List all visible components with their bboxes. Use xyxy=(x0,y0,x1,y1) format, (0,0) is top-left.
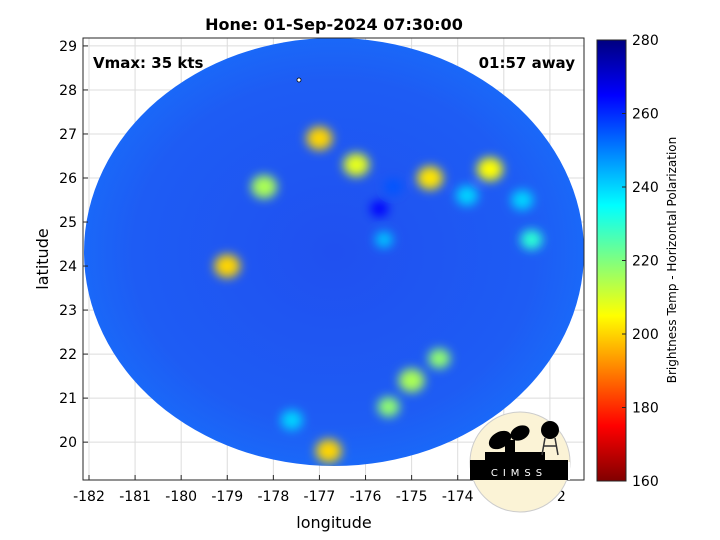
storm-cell xyxy=(476,157,503,181)
x-tick-label: -176 xyxy=(350,489,382,505)
small-marker xyxy=(296,77,302,83)
y-tick-label: 23 xyxy=(59,303,77,319)
y-axis-label: latitude xyxy=(33,228,52,289)
y-tick-label: 26 xyxy=(59,171,77,187)
x-tick-label: -179 xyxy=(211,489,243,505)
storm-cell xyxy=(398,368,425,393)
x-tick-label: -182 xyxy=(73,489,105,505)
time-away-annotation: 01:57 away xyxy=(479,54,576,72)
storm-cell xyxy=(417,166,444,190)
storm-cell xyxy=(280,410,303,431)
storm-cell xyxy=(306,126,333,151)
storm-cell xyxy=(214,254,241,278)
storm-cell xyxy=(315,439,342,463)
storm-cell xyxy=(384,178,403,195)
chart-title: Hone: 01-Sep-2024 07:30:00 xyxy=(205,15,463,34)
y-tick-label: 27 xyxy=(59,127,77,143)
colorbar-tick-label: 260 xyxy=(632,107,659,123)
plot-frame xyxy=(82,37,585,481)
colorbar xyxy=(596,39,627,482)
y-tick-label: 20 xyxy=(59,435,77,451)
y-tick-label: 28 xyxy=(59,83,77,99)
y-tick-label: 22 xyxy=(59,347,77,363)
colorbar-label: Brightness Temp - Horizontal Polarizatio… xyxy=(665,137,679,384)
storm-cells xyxy=(214,126,543,463)
x-tick-label: -174 xyxy=(442,489,474,505)
satellite-swath xyxy=(84,38,584,466)
axis-ticks: -182-181-180-179-178-177-176-175-174-173… xyxy=(59,39,566,505)
colorbar-tick-label: 240 xyxy=(632,180,659,196)
storm-cell xyxy=(377,397,400,417)
x-tick-label: -175 xyxy=(396,489,428,505)
colorbar-ticks: 160 180 200 220 240 260 280 xyxy=(622,33,659,490)
storm-cell xyxy=(370,200,389,217)
cimss-logo: CIMSS xyxy=(470,412,570,512)
x-tick-label: -178 xyxy=(257,489,289,505)
storm-cell xyxy=(428,348,451,369)
colorbar-tick-label: 280 xyxy=(632,33,659,49)
svg-text:CIMSS: CIMSS xyxy=(491,468,547,479)
y-tick-label: 29 xyxy=(59,39,77,55)
x-axis-label: longitude xyxy=(296,513,371,532)
y-tick-label: 25 xyxy=(59,215,77,231)
y-tick-label: 24 xyxy=(59,259,77,275)
y-tick-label: 21 xyxy=(59,391,77,407)
colorbar-tick-label: 160 xyxy=(632,474,659,490)
storm-cell xyxy=(251,175,278,199)
storm-cell xyxy=(374,231,393,248)
x-tick-label: -177 xyxy=(304,489,336,505)
x-tick-label: -181 xyxy=(119,489,151,505)
storm-cell xyxy=(455,185,478,206)
storm-cell xyxy=(520,229,543,250)
x-tick-label: -180 xyxy=(165,489,197,505)
storm-cell xyxy=(343,153,370,177)
colorbar-tick-label: 220 xyxy=(632,254,659,270)
storm-cell xyxy=(511,190,534,210)
colorbar-tick-label: 200 xyxy=(632,327,659,343)
vmax-annotation: Vmax: 35 kts xyxy=(93,54,203,72)
colorbar-tick-label: 180 xyxy=(632,401,659,417)
